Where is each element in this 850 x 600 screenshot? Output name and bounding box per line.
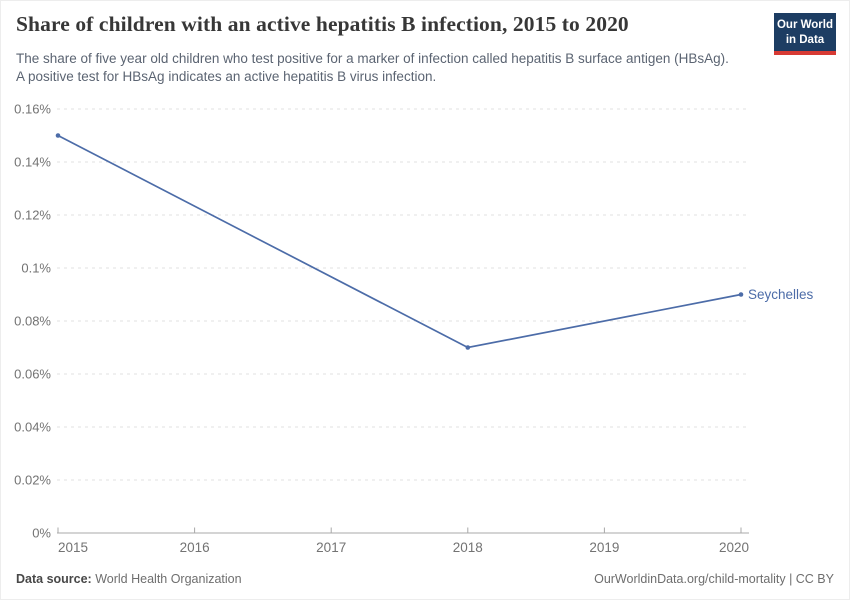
x-axis-labels: 2015 2016 2017 2018 2019 2020: [58, 540, 749, 555]
series-path: [57, 134, 742, 349]
data-point: [465, 345, 471, 350]
x-tick-label: 2016: [180, 540, 210, 555]
x-tick-label: 2020: [719, 540, 749, 555]
owid-logo-line1: Our World: [776, 19, 833, 31]
y-tick-label: 0.12%: [14, 208, 51, 223]
y-tick-label: 0.02%: [14, 473, 51, 488]
gridlines: [57, 108, 749, 481]
x-tick-label: 2015: [58, 540, 88, 555]
chart-footer: Data source: World Health Organization O…: [16, 572, 834, 586]
y-axis-labels: 0% 0.02% 0.04% 0.06% 0.08% 0.1% 0.12% 0.14% 0.16…: [14, 102, 51, 541]
y-tick-label: 0%: [32, 526, 51, 541]
data-source: Data source: World Health Organization: [16, 572, 242, 586]
x-tick-label: 2018: [453, 540, 483, 555]
series-label-group: Seychelles: [748, 287, 814, 302]
data-point: [55, 133, 61, 138]
x-tick-label: 2019: [589, 540, 619, 555]
series-label: Seychelles: [748, 287, 814, 302]
y-tick-label: 0.04%: [14, 420, 51, 435]
x-tick-label: 2017: [316, 540, 346, 555]
data-source-value: World Health Organization: [95, 572, 242, 586]
y-tick-label: 0.06%: [14, 367, 51, 382]
owid-logo[interactable]: Our World in Data: [774, 13, 836, 56]
y-tick-label: 0.08%: [14, 314, 51, 329]
x-axis: [57, 527, 749, 534]
data-source-label: Data source:: [16, 572, 92, 586]
series-line: [55, 133, 744, 350]
data-point: [738, 292, 744, 297]
chart-title: Share of children with an active hepatit…: [16, 12, 629, 36]
y-tick-label: 0.1%: [21, 261, 51, 276]
chart-subtitle: The share of five year old children who …: [16, 51, 729, 85]
y-tick-label: 0.16%: [14, 102, 51, 117]
y-tick-label: 0.14%: [14, 155, 51, 170]
owid-logo-line2: in Data: [785, 33, 825, 46]
license-link[interactable]: OurWorldinData.org/child-mortality | CC …: [594, 572, 834, 586]
